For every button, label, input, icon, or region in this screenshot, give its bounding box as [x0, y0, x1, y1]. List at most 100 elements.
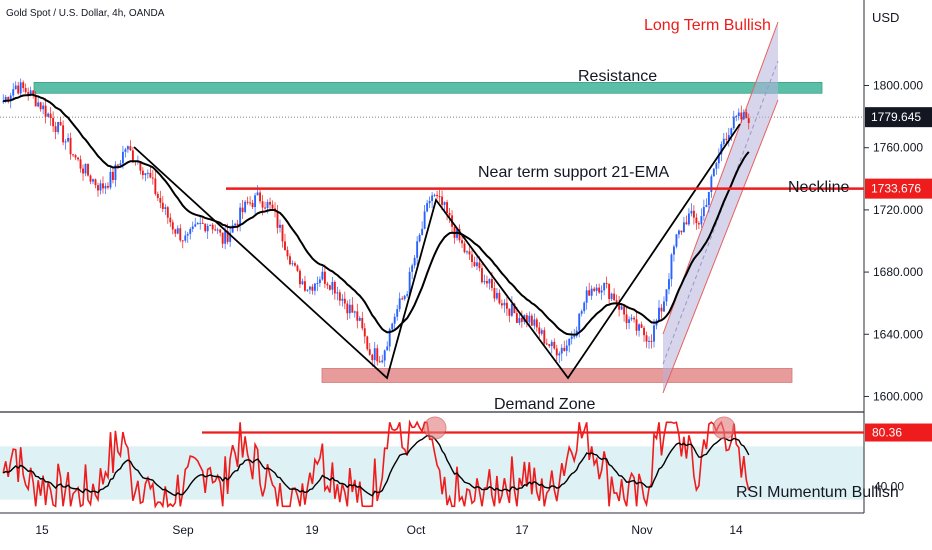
candle [535, 319, 538, 328]
candle [321, 271, 324, 280]
candle [69, 137, 72, 155]
candle [164, 207, 167, 209]
candle [732, 116, 735, 129]
candle [747, 118, 750, 124]
candle [159, 197, 162, 203]
candle [538, 327, 541, 334]
candle [638, 324, 640, 331]
candle [229, 232, 232, 242]
candle [286, 250, 289, 257]
candle [204, 223, 207, 232]
candle [254, 195, 257, 208]
candle [323, 271, 326, 284]
candle [530, 315, 533, 326]
candle [503, 302, 506, 306]
candle [540, 330, 543, 334]
candle [543, 330, 546, 344]
current-price-text: 1779.645 [871, 110, 921, 124]
candle [578, 313, 581, 331]
candle [266, 202, 269, 209]
price-axis[interactable]: 1800.000 1760.000 1720.000 1680.000 1640.000… [864, 79, 923, 404]
candle [77, 157, 79, 160]
candle [613, 293, 616, 301]
candle [583, 302, 586, 312]
candle [294, 263, 296, 266]
candle [431, 195, 434, 201]
candle [483, 281, 486, 283]
candle [308, 286, 311, 290]
candle [697, 223, 700, 225]
candle [166, 207, 169, 218]
candle [52, 117, 55, 127]
candle [114, 164, 117, 181]
candle [9, 95, 12, 101]
candle [605, 283, 608, 285]
candle [169, 217, 172, 223]
candle [211, 224, 214, 230]
candle [306, 289, 309, 291]
candle [687, 213, 690, 225]
candle [673, 246, 675, 255]
price-tick-label: 1800.000 [873, 79, 923, 93]
candle [418, 234, 421, 242]
candle [633, 317, 636, 320]
candle [443, 202, 446, 205]
resistance-zone[interactable] [33, 82, 823, 94]
candle [368, 349, 371, 355]
candle [725, 138, 728, 140]
demand-zone-label: Demand Zone [494, 396, 595, 413]
candle [471, 254, 473, 263]
candle [620, 306, 623, 310]
candle [650, 340, 653, 342]
candle [348, 304, 351, 314]
candle [468, 251, 471, 255]
candle [505, 302, 508, 309]
candle [486, 281, 488, 284]
candle [19, 82, 22, 94]
candle [161, 202, 164, 209]
candle [573, 336, 576, 338]
candle [174, 229, 177, 234]
candle [588, 290, 591, 296]
candle [209, 224, 212, 226]
neckline-price-label [865, 178, 932, 199]
candle [640, 324, 643, 328]
candle [54, 126, 57, 133]
candle [717, 154, 720, 164]
candle [39, 102, 42, 110]
candle [580, 311, 583, 314]
candle [74, 155, 77, 158]
candle [520, 318, 523, 322]
candle [381, 360, 384, 363]
candle [301, 281, 304, 285]
candle [361, 317, 364, 329]
candle [281, 224, 284, 242]
demand-zone[interactable] [321, 368, 793, 383]
candle [630, 317, 633, 320]
candle [545, 343, 548, 345]
candle [289, 256, 291, 265]
time-axis[interactable]: 15 Sep 19 Oct 17 Nov 14 [35, 523, 743, 537]
candle [677, 230, 680, 235]
candle [463, 243, 466, 253]
candle [179, 228, 182, 241]
candle [313, 283, 316, 291]
candle [737, 112, 740, 117]
candle [568, 338, 571, 346]
candle [371, 354, 374, 361]
candle [373, 348, 376, 361]
candle [216, 229, 219, 231]
candle [104, 185, 107, 189]
long-term-bullish-label: Long Term Bullish [644, 17, 771, 34]
candle [224, 230, 227, 244]
candle [401, 298, 404, 300]
candle [500, 303, 503, 306]
time-tick-label: 17 [515, 523, 529, 537]
candle [79, 159, 82, 169]
candle [730, 128, 733, 136]
candle [466, 251, 468, 253]
candle [186, 233, 189, 236]
candle [87, 163, 89, 176]
candle [299, 270, 301, 285]
